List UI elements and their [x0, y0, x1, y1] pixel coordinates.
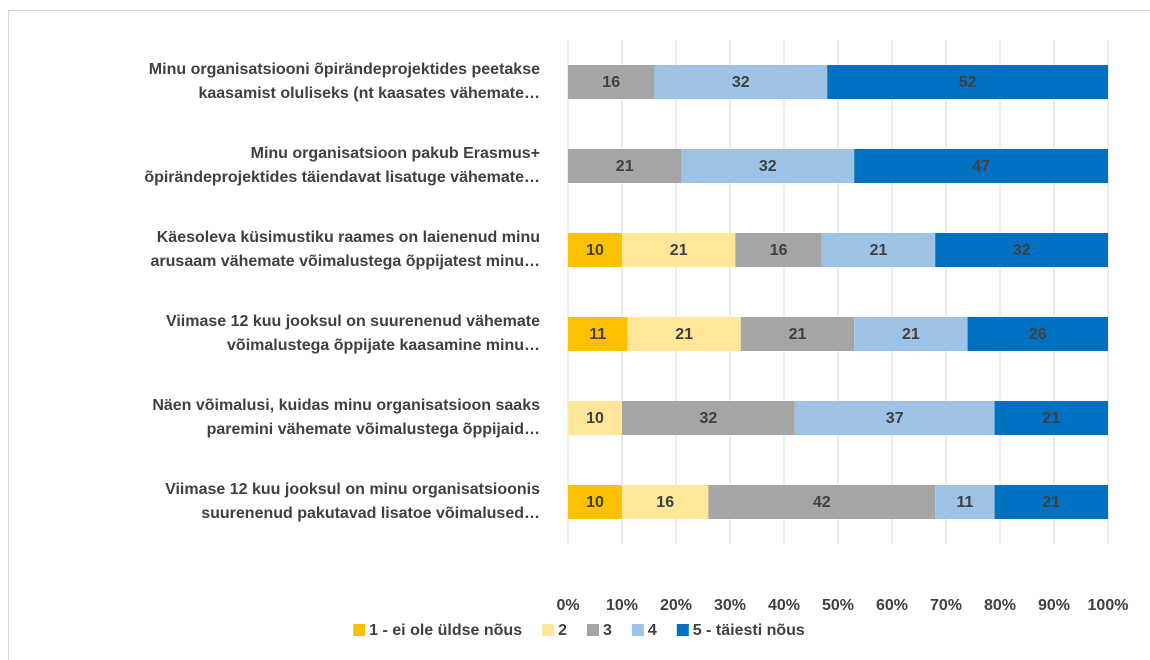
- legend-swatch: [353, 624, 366, 636]
- y-tick-label: Viimase 12 kuu jooksul on minu organisat…: [165, 481, 540, 522]
- legend-label: 4: [648, 622, 657, 639]
- x-tick-label: 50%: [822, 597, 854, 614]
- legend-swatch: [676, 624, 689, 636]
- data-label: 32: [1013, 242, 1031, 259]
- data-label: 37: [886, 410, 904, 427]
- data-label: 10: [586, 494, 604, 511]
- data-label: 16: [602, 74, 620, 91]
- legend-label: 2: [558, 622, 567, 639]
- data-label: 21: [1042, 494, 1060, 511]
- data-label: 32: [700, 410, 718, 427]
- bar-segment: [622, 401, 795, 435]
- y-tick-label: Viimase 12 kuu jooksul on suurenenud väh…: [166, 313, 540, 354]
- bar-segment: [568, 485, 622, 519]
- bar-segment: [821, 233, 936, 267]
- bar-segment: [794, 401, 995, 435]
- x-tick-label: 20%: [660, 597, 692, 614]
- x-tick-label: 40%: [768, 597, 800, 614]
- bar-segment: [568, 317, 628, 351]
- bar-segment: [708, 485, 936, 519]
- bar-segment: [994, 485, 1108, 519]
- legend: 1 - ei ole üldse nõus 2 3 4 5 - täiesti nõus: [353, 622, 805, 639]
- bar-segment: [735, 233, 822, 267]
- data-label: 21: [616, 158, 634, 175]
- y-tick-label: Näen võimalusi, kuidas minu organisatsio…: [152, 397, 540, 438]
- data-label: 11: [956, 494, 973, 511]
- data-label: 47: [972, 158, 990, 175]
- y-tick-label: Käesoleva küsimustiku raames on laienenu…: [151, 229, 540, 270]
- bar-segment: [627, 317, 741, 351]
- data-label: 32: [732, 74, 750, 91]
- bar-segment: [935, 485, 995, 519]
- data-label: 16: [656, 494, 674, 511]
- data-label: 21: [902, 326, 920, 343]
- y-tick-label: Minu organisatsiooni õpirändeprojektides…: [149, 61, 540, 102]
- legend-swatch: [586, 624, 599, 636]
- data-label: 52: [959, 74, 977, 91]
- chart-frame: [8, 10, 1150, 660]
- x-tick-label: 60%: [876, 597, 908, 614]
- y-tick-label: Minu organisatsioon pakub Erasmus+ õpirän…: [144, 145, 540, 186]
- data-label: 32: [759, 158, 777, 175]
- bar-segment: [994, 401, 1108, 435]
- bar-segment: [568, 233, 622, 267]
- x-tick-label: 90%: [1038, 597, 1070, 614]
- data-label: 21: [1042, 410, 1060, 427]
- data-label: 21: [789, 326, 807, 343]
- bar-segment: [740, 317, 855, 351]
- x-tick-label: 0%: [556, 597, 579, 614]
- bar-segment: [935, 233, 1108, 267]
- bar-segment: [854, 149, 1108, 183]
- data-label: 21: [675, 326, 693, 343]
- bar-segment: [827, 65, 1108, 99]
- bar-segment: [854, 317, 968, 351]
- x-tick-label: 10%: [606, 597, 638, 614]
- bar-segment: [622, 233, 736, 267]
- data-label: 10: [586, 242, 604, 259]
- legend-label: 3: [603, 622, 612, 639]
- data-label: 21: [670, 242, 688, 259]
- bar-segment: [568, 65, 655, 99]
- data-label: 21: [870, 242, 888, 259]
- bar-segment: [622, 485, 709, 519]
- x-tick-label: 80%: [984, 597, 1016, 614]
- data-label: 26: [1029, 326, 1047, 343]
- legend-label: 5 - täiesti nõus: [693, 622, 805, 639]
- legend-swatch: [631, 624, 644, 636]
- x-tick-label: 100%: [1088, 597, 1129, 614]
- bar-segment: [654, 65, 828, 99]
- data-label: 10: [586, 410, 604, 427]
- bar-segment: [568, 149, 682, 183]
- data-label: 16: [770, 242, 788, 259]
- data-label: 11: [589, 326, 606, 343]
- data-label: 42: [813, 494, 831, 511]
- bar-segment: [967, 317, 1108, 351]
- x-tick-label: 30%: [714, 597, 746, 614]
- bar-segment: [568, 401, 622, 435]
- legend-label: 1 - ei ole üldse nõus: [369, 622, 522, 639]
- bar-segment: [681, 149, 855, 183]
- x-tick-label: 70%: [930, 597, 962, 614]
- legend-swatch: [542, 624, 555, 636]
